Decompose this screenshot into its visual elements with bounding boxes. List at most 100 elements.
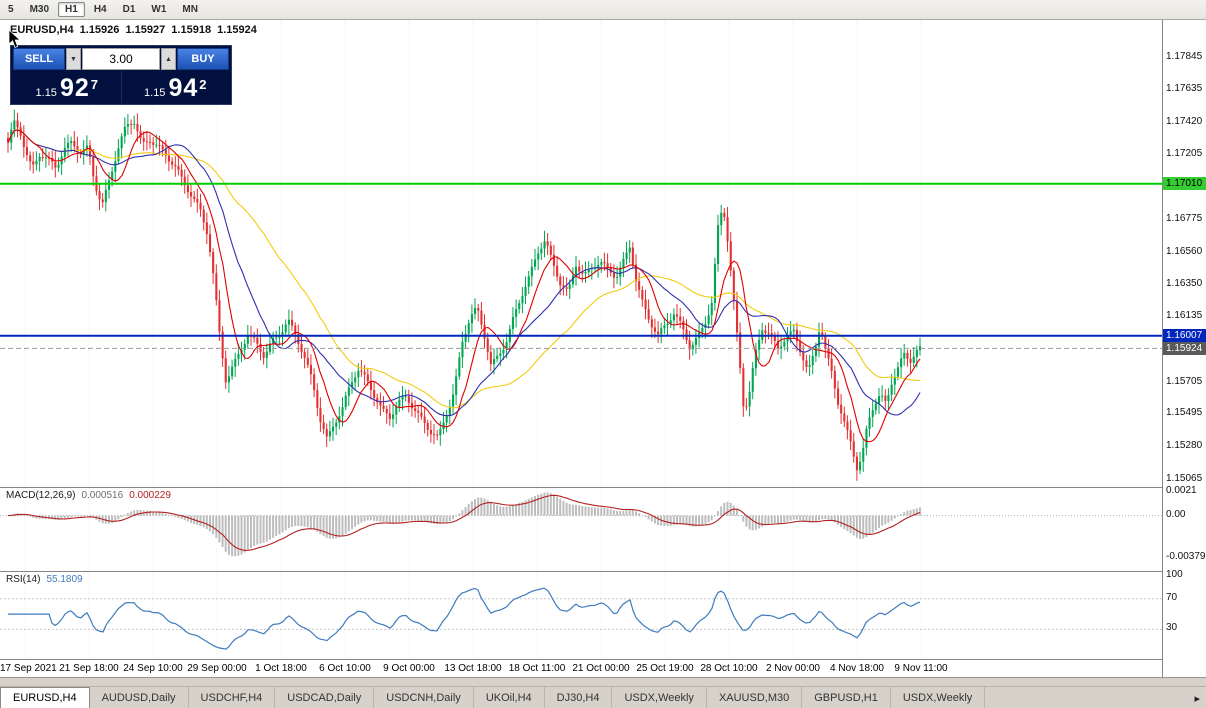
tab-scroll-right-icon[interactable]: ▸: [1194, 692, 1200, 705]
one-click-trading-panel: SELL ▼ ▲ BUY 1.15 92 7 1.15 94: [10, 45, 232, 105]
rsi-scale-label: 100: [1166, 569, 1183, 580]
buy-price-pip: 2: [199, 77, 207, 92]
main-chart-panel[interactable]: EURUSD,H4 1.15926 1.15927 1.15918 1.1592…: [0, 20, 1162, 487]
sell-price-prefix: 1.15: [35, 87, 57, 99]
chart-tab[interactable]: USDX,Weekly: [891, 687, 986, 708]
sell-price-big: 92: [59, 74, 90, 102]
rsi-chart[interactable]: [0, 572, 1162, 660]
price-tick-label: 1.16350: [1166, 278, 1203, 289]
quote-open: 1.15926: [79, 24, 120, 36]
time-label: 21 Sep 18:00: [59, 663, 119, 674]
time-label: 13 Oct 18:00: [444, 663, 502, 674]
time-label: 28 Oct 10:00: [700, 663, 758, 674]
timeframe-button-label: 5: [8, 4, 14, 15]
timeframe-button[interactable]: D1: [116, 2, 143, 17]
timeframe-button[interactable]: 5: [1, 2, 21, 17]
macd-panel[interactable]: MACD(12,26,9) 0.000516 0.000229: [0, 487, 1162, 572]
chart-tab-list: EURUSD,H4 AUDUSD,Daily USDCHF,H4 USDCAD,…: [0, 687, 986, 708]
quote-close: 1.15924: [217, 24, 257, 36]
chevron-down-icon: ▼: [70, 55, 77, 63]
chart-tab-bar: EURUSD,H4 AUDUSD,Daily USDCHF,H4 USDCAD,…: [0, 686, 1206, 708]
sell-price: 1.15 92 7: [13, 71, 121, 103]
chart-tab[interactable]: DJ30,H4: [545, 687, 613, 708]
rsi-scale-label: 30: [1166, 622, 1178, 633]
timeframe-button-label: H1: [65, 4, 78, 15]
chart-tab-label: DJ30,H4: [556, 691, 600, 704]
chart-tab[interactable]: USDCNH,Daily: [374, 687, 474, 708]
current-price-tag: 1.15924: [1163, 342, 1206, 355]
time-label: 17 Sep 2021: [0, 663, 57, 674]
quote-low: 1.15918: [171, 24, 212, 36]
time-axis[interactable]: 17 Sep 2021 21 Sep 18:00 24 Sep 10:00 29 Se…: [0, 659, 1162, 677]
price-tick-label: 1.17845: [1166, 51, 1203, 62]
volume-decrease-button[interactable]: ▼: [66, 48, 81, 70]
price-tick-label: 1.16775: [1166, 213, 1203, 224]
price-tick-label: 1.17205: [1166, 148, 1203, 159]
timeframe-button[interactable]: W1: [144, 2, 173, 17]
price-tick-label: 1.16560: [1166, 246, 1203, 257]
timeframe-toolbar: 5 M30 H1 H4 D1 W1 MN: [0, 0, 1206, 20]
macd-scale-label: -0.00379: [1166, 551, 1206, 562]
time-label: 6 Oct 10:00: [319, 663, 371, 674]
timeframe-button-label: W1: [151, 4, 167, 15]
price-tick-label: 1.17420: [1166, 116, 1203, 127]
timeframe-button[interactable]: M30: [23, 2, 56, 17]
timeframe-button-label: M30: [29, 4, 50, 15]
price-tick-label: 1.15705: [1166, 376, 1203, 387]
quote-header: EURUSD,H4 1.15926 1.15927 1.15918 1.1592…: [10, 24, 260, 36]
hline-price-tag: 1.16007: [1163, 329, 1206, 342]
macd-value-2: 0.000229: [129, 490, 171, 501]
rsi-header: RSI(14) 55.1809: [6, 574, 83, 585]
chart-tab-label: EURUSD,H4: [13, 692, 77, 704]
chart-tab[interactable]: XAUUSD,M30: [707, 687, 803, 708]
buy-price: 1.15 94 2: [120, 71, 230, 103]
time-label: 9 Oct 00:00: [383, 663, 435, 674]
chevron-up-icon: ▲: [165, 55, 172, 63]
timeframe-button[interactable]: H4: [87, 2, 114, 17]
symbol-timeframe: EURUSD,H4: [10, 24, 74, 36]
macd-scale-label: 0.00: [1166, 509, 1186, 520]
chart-tab-label: USDCNH,Daily: [386, 691, 461, 704]
timeframe-button[interactable]: H1: [58, 2, 85, 17]
price-axis[interactable]: 1.178451.176351.174201.172051.169901.167…: [1162, 20, 1206, 677]
chart-tab[interactable]: USDCAD,Daily: [275, 687, 375, 708]
macd-scale-label: 0.0021: [1166, 485, 1197, 496]
buy-price-prefix: 1.15: [144, 87, 166, 99]
macd-chart[interactable]: [0, 488, 1162, 572]
sell-price-pip: 7: [90, 77, 98, 92]
time-label: 2 Nov 00:00: [766, 663, 820, 674]
quote-high: 1.15927: [125, 24, 166, 36]
chart-tab[interactable]: USDX,Weekly: [612, 687, 707, 708]
time-label: 9 Nov 11:00: [894, 663, 948, 674]
chart-tab[interactable]: AUDUSD,Daily: [90, 687, 189, 708]
timeframe-button[interactable]: MN: [175, 2, 205, 17]
chart-tab[interactable]: EURUSD,H4: [0, 687, 90, 708]
buy-button[interactable]: BUY: [177, 48, 229, 70]
chart-tab-label: AUDUSD,Daily: [101, 691, 176, 704]
volume-increase-button[interactable]: ▲: [161, 48, 176, 70]
price-tick-label: 1.17635: [1166, 83, 1203, 94]
chart-tab-label: UKOil,H4: [485, 691, 532, 704]
chart-tab[interactable]: USDCHF,H4: [189, 687, 276, 708]
volume-input[interactable]: [82, 48, 160, 70]
price-tick-label: 1.15495: [1166, 407, 1203, 418]
chart-tab-label: GBPUSD,H1: [814, 691, 878, 704]
time-label: 24 Sep 10:00: [123, 663, 183, 674]
macd-value-1: 0.000516: [81, 490, 124, 501]
chart-tab-label: USDCHF,H4: [200, 691, 263, 704]
macd-name: MACD(12,26,9): [6, 490, 76, 501]
price-tick-label: 1.15065: [1166, 473, 1203, 484]
rsi-value: 55.1809: [46, 574, 83, 585]
candlestick-chart[interactable]: [0, 20, 1162, 487]
chart-tab[interactable]: GBPUSD,H1: [802, 687, 891, 708]
window-strip: [0, 677, 1206, 686]
macd-header: MACD(12,26,9) 0.000516 0.000229: [6, 490, 171, 501]
rsi-name: RSI(14): [6, 574, 41, 585]
time-label: 4 Nov 18:00: [830, 663, 884, 674]
sell-button[interactable]: SELL: [13, 48, 65, 70]
rsi-panel[interactable]: RSI(14) 55.1809: [0, 571, 1162, 660]
timeframe-button-label: MN: [182, 4, 198, 15]
chart-tab[interactable]: UKOil,H4: [474, 687, 545, 708]
time-label: 1 Oct 18:00: [255, 663, 307, 674]
